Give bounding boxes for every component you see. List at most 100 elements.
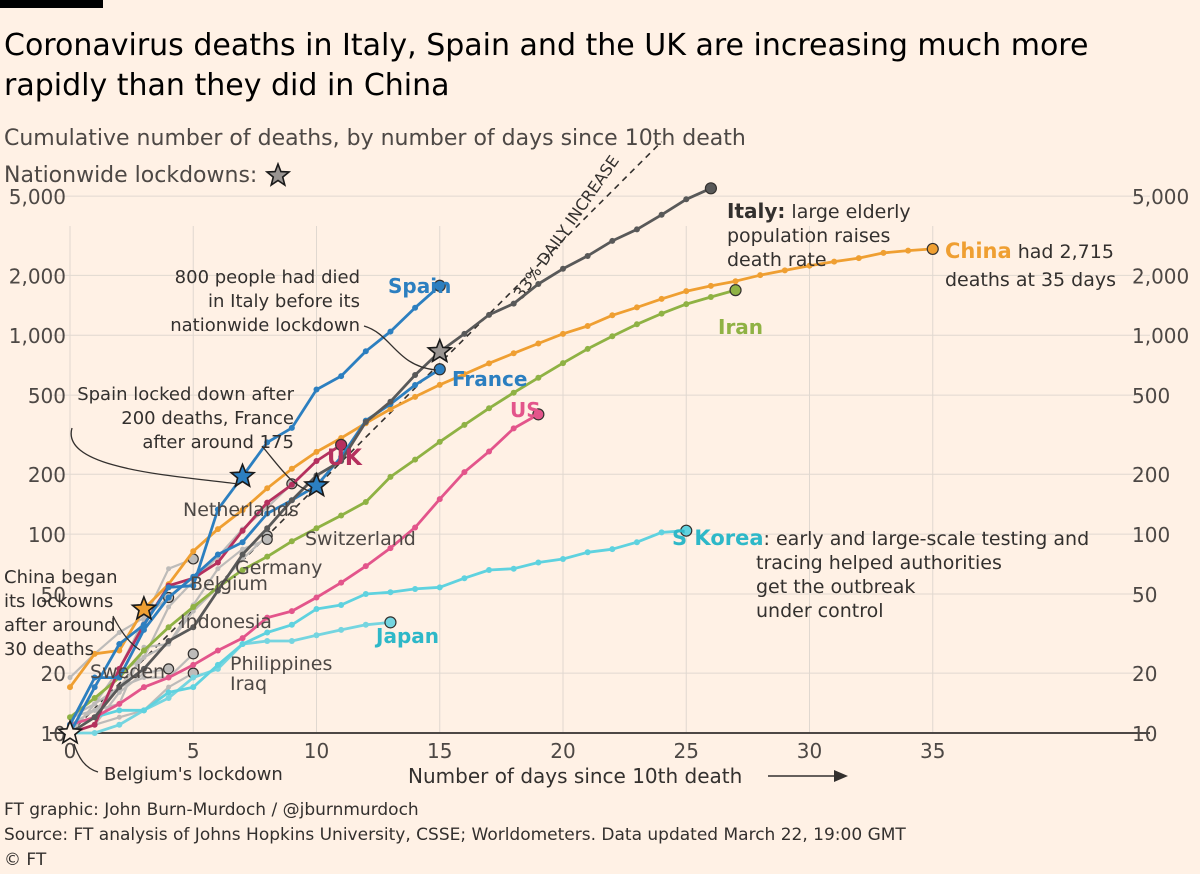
series-end-point (433, 279, 446, 292)
data-point (535, 280, 542, 287)
x-tick-label: 20 (550, 739, 575, 763)
data-point (116, 700, 123, 707)
spain-france-note: Spain locked down after (77, 384, 294, 405)
spain-lockdown-leader (70, 427, 239, 485)
star-icon (265, 162, 292, 187)
data-point (288, 465, 295, 472)
y-tick-label-left: 1,000 (9, 324, 66, 348)
italy-note-1: large elderly (785, 201, 910, 223)
data-point (880, 249, 887, 256)
data-point (486, 311, 493, 318)
chart-subtitle: Cumulative number of deaths, by number o… (4, 126, 746, 151)
y-tick-label-right: 20 (1132, 662, 1157, 686)
japan-label: Japan (374, 624, 439, 648)
data-point (140, 684, 147, 691)
x-tick-label: 10 (304, 739, 329, 763)
data-point (190, 684, 197, 691)
data-point (116, 684, 123, 691)
data-point (535, 559, 542, 566)
uk-label: UK (327, 446, 363, 471)
data-point (387, 473, 394, 480)
data-point (855, 255, 862, 262)
data-point (264, 499, 271, 506)
data-point (707, 294, 714, 301)
data-point (757, 272, 764, 279)
data-point (535, 340, 542, 347)
data-point (412, 524, 419, 531)
data-point (190, 661, 197, 668)
china-label: China had 2,715 (945, 239, 1114, 263)
credit-copyright: © FT (4, 850, 47, 870)
y-tick-label-left: 2,000 (9, 264, 66, 288)
data-point (633, 539, 640, 546)
series-end-point (187, 648, 199, 660)
reference-line-label: 33% DAILY INCREASE (510, 152, 623, 302)
series-italy (67, 182, 718, 736)
data-point (412, 381, 419, 388)
series-end-point (680, 524, 693, 537)
reference-line-dashed (69, 141, 663, 734)
data-point (190, 624, 197, 631)
data-point (190, 604, 197, 611)
data-point (116, 689, 122, 695)
x-tick-label: 5 (187, 739, 200, 763)
data-point (609, 312, 616, 319)
data-point (165, 674, 172, 681)
data-point (362, 590, 369, 597)
y-tick-label-left: 500 (28, 384, 66, 408)
credit-source: Source: FT analysis of Johns Hopkins Uni… (4, 825, 906, 845)
data-point (239, 566, 246, 573)
data-point (535, 374, 542, 381)
data-point (461, 330, 468, 337)
belgium-lockdown-leader (73, 743, 99, 773)
belgium-lockdown-note: Belgium's lockdown (104, 764, 283, 785)
chart-title: Coronavirus deaths in Italy, Spain and t… (4, 28, 1089, 103)
data-point (436, 584, 443, 591)
data-point (313, 606, 320, 613)
data-point (732, 278, 739, 285)
series-us (67, 408, 545, 728)
y-tick-label-left: 5,000 (9, 185, 66, 209)
data-point (486, 448, 493, 455)
series-end-point (532, 408, 545, 421)
data-point (781, 267, 788, 274)
data-point (214, 661, 221, 668)
series-end-point (384, 616, 397, 629)
data-point (165, 689, 172, 696)
data-point (239, 635, 246, 642)
data-point (190, 548, 197, 555)
data-point (510, 425, 517, 432)
skorea-note-1: : early and large-scale testing and (764, 528, 1090, 550)
x-tick-label: 0 (64, 739, 77, 763)
x-tick-label: 15 (427, 739, 452, 763)
data-point (387, 545, 394, 552)
data-point (239, 507, 246, 514)
data-point (214, 587, 221, 594)
skorea-label: S Korea: early and large-scale testing a… (672, 526, 1089, 550)
data-point (831, 258, 838, 265)
data-point (91, 730, 98, 736)
data-point (609, 237, 616, 244)
data-point (436, 496, 443, 503)
data-point (486, 360, 493, 367)
lockdown-stars (56, 337, 454, 745)
data-point (214, 506, 221, 513)
data-point (461, 575, 468, 582)
data-point (288, 538, 295, 545)
data-point (387, 406, 394, 413)
major-series (67, 182, 939, 736)
data-point (140, 647, 147, 654)
credit-graphic: FT graphic: John Burn-Murdoch / @jburnmu… (4, 800, 419, 820)
data-point (412, 456, 419, 463)
data-point (264, 638, 271, 645)
data-point (215, 566, 221, 572)
data-point (92, 701, 98, 707)
y-tick-label-right: 100 (1132, 523, 1170, 547)
philippines-label: Philippines (230, 653, 332, 675)
data-point (584, 252, 591, 259)
data-point (116, 665, 123, 672)
data-point (338, 579, 345, 586)
y-tick-label-right: 200 (1132, 463, 1170, 487)
data-point (387, 328, 394, 335)
data-point (91, 694, 98, 701)
